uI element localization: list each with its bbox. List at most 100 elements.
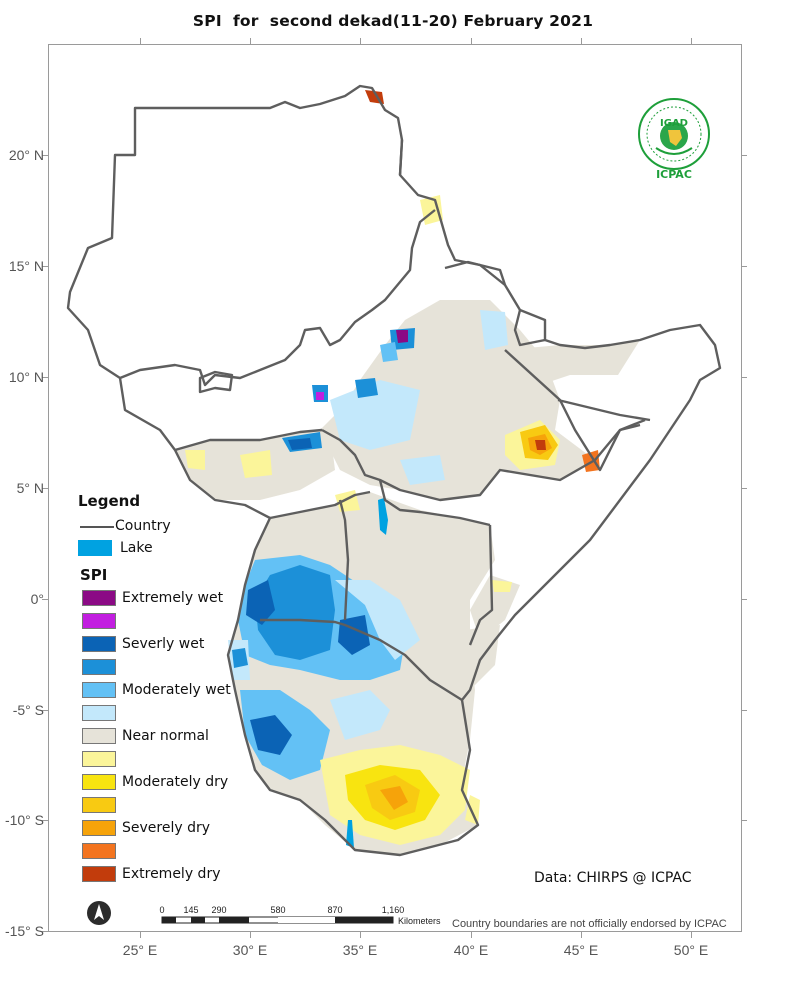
scale-unit: Kilometers [398,916,441,926]
scale-label: 580 [270,905,286,915]
lon-tick [360,932,361,938]
lon-tick [140,932,141,938]
scale-label: 0 [159,905,165,915]
scale-bar-graphic [161,916,394,924]
spi-light-wet [400,455,445,485]
country-boundary [468,524,494,646]
country-boundary [269,490,371,520]
legend-spi-title: SPI [80,566,108,584]
spi-label: Moderately wet [122,682,231,698]
lat-tick [741,599,747,600]
map-title: SPI for second dekad(11-20) February 202… [192,12,594,30]
lat-label: -10° S [4,812,44,828]
lon-tick [581,38,582,44]
spi-swatch [82,843,116,859]
spi-severely-wet [250,715,292,755]
lon-tick [691,38,692,44]
country-boundary [504,349,646,472]
lon-label: 30° E [232,942,268,958]
country-boundary [260,618,463,702]
lake-turkana [378,498,388,535]
land-near-normal [505,340,640,385]
scale-label: 290 [211,905,227,915]
lon-label: 35° E [342,942,378,958]
lat-label: 15° N [8,258,44,274]
country-boundary [338,499,350,621]
spi-swatch [82,774,116,790]
logo-top-text: IGAD [660,118,688,129]
spi-swatch [82,797,116,813]
spi-label: Moderately dry [122,774,229,790]
spi-label: Severly wet [122,636,205,652]
legend-country-label: Country [115,518,171,534]
lon-tick [471,932,472,938]
lake-victoria-edge [346,820,354,848]
spi-light-dry [240,450,272,478]
lon-tick [360,38,361,44]
spi-swatch [82,659,116,675]
lat-tick [42,710,48,711]
spi-moderately-wet [355,378,378,398]
lat-tick [42,377,48,378]
igad-icpac-logo: IGAD ICPAC [636,96,712,186]
lat-tick [741,155,747,156]
lon-label: 45° E [563,942,599,958]
lat-tick [42,599,48,600]
spi-extremely-wet [396,330,408,343]
spi-light-dry [492,580,512,592]
lon-label: 40° E [453,942,489,958]
spi-severely-wet [288,438,312,450]
lon-tick [471,38,472,44]
lat-tick [42,820,48,821]
lon-label: 25° E [122,942,158,958]
lat-tick [741,266,747,267]
spi-extremely-wet [316,392,324,400]
disclaimer: Country boundaries are not officially en… [452,918,727,930]
spi-label: Severely dry [122,820,211,836]
spi-light-wet [330,380,420,450]
country-boundary [66,84,722,857]
scale-label: 870 [327,905,343,915]
spi-light-wet [330,690,390,740]
spi-label: Near normal [122,728,209,744]
spi-swatch [82,820,116,836]
logo-bottom-text: ICPAC [656,168,692,181]
lon-tick [581,932,582,938]
scale-bar: 0 145 290 580 870 1,160 Kilometers [159,905,441,931]
lat-tick [42,488,48,489]
country-boundary [398,139,404,176]
spi-swatch [82,866,116,882]
lat-label: 0° [30,591,44,607]
country-boundary [513,309,546,347]
spi-moderately-wet [232,648,248,668]
lon-label: 50° E [673,942,709,958]
north-arrow-icon [87,901,111,925]
country-boundary [198,370,234,394]
legend-lake-label: Lake [120,540,153,556]
lon-tick [691,932,692,938]
lon-tick [250,932,251,938]
country-boundary [557,398,651,422]
country-boundary [444,260,507,286]
spi-extremely-dry [535,440,546,450]
spi-swatch [82,682,116,698]
spi-swatch [82,751,116,767]
scale-label: 145 [183,905,199,915]
lat-tick [42,155,48,156]
data-source: Data: CHIRPS @ ICPAC [534,870,692,886]
lake-swatch [78,540,112,556]
lat-label: 5° N [16,480,44,496]
spi-moderately-wet [380,342,398,362]
lat-tick [741,820,747,821]
spi-swatch [82,636,116,652]
lat-label: 10° N [8,369,44,385]
spi-light-wet [335,580,420,660]
spi-light-dry [185,450,205,470]
lat-label: 20° N [8,147,44,163]
spi-label: Extremely dry [122,866,221,882]
lat-tick [42,266,48,267]
spi-severely-wet [246,580,275,625]
lon-tick [140,38,141,44]
spi-swatch [82,613,116,629]
